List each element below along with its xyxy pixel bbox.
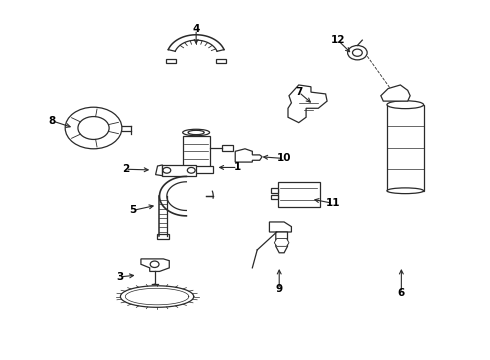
Circle shape: [65, 107, 122, 149]
Ellipse shape: [387, 101, 423, 109]
Circle shape: [187, 167, 195, 173]
Text: 6: 6: [398, 288, 405, 298]
Text: 7: 7: [295, 87, 302, 97]
Circle shape: [78, 117, 109, 139]
Bar: [166, 59, 176, 63]
Polygon shape: [276, 232, 288, 253]
Text: 3: 3: [117, 272, 124, 282]
Polygon shape: [141, 259, 169, 271]
Text: 11: 11: [326, 198, 340, 208]
Polygon shape: [381, 85, 410, 101]
Text: 12: 12: [331, 35, 345, 45]
Bar: [270, 188, 278, 193]
Polygon shape: [235, 149, 262, 162]
Text: 5: 5: [129, 206, 136, 216]
Text: 8: 8: [49, 116, 56, 126]
Bar: [278, 182, 319, 207]
Bar: [270, 195, 278, 199]
Circle shape: [150, 261, 159, 267]
Text: 4: 4: [193, 24, 200, 35]
Polygon shape: [288, 85, 327, 123]
Bar: [387, 105, 423, 191]
Circle shape: [352, 49, 362, 56]
Circle shape: [163, 167, 171, 173]
Ellipse shape: [188, 130, 204, 135]
Polygon shape: [274, 238, 289, 246]
Ellipse shape: [387, 188, 423, 194]
Polygon shape: [156, 165, 162, 176]
Text: 10: 10: [277, 153, 292, 163]
Text: 9: 9: [276, 284, 283, 294]
Bar: [222, 145, 233, 150]
Bar: [216, 59, 226, 63]
Ellipse shape: [183, 129, 210, 136]
Circle shape: [347, 45, 367, 60]
Bar: [179, 166, 214, 173]
Polygon shape: [270, 222, 292, 232]
Bar: [162, 165, 196, 176]
Text: 1: 1: [234, 162, 241, 172]
Text: 2: 2: [122, 164, 129, 174]
Bar: [183, 136, 210, 167]
Bar: [157, 234, 169, 239]
